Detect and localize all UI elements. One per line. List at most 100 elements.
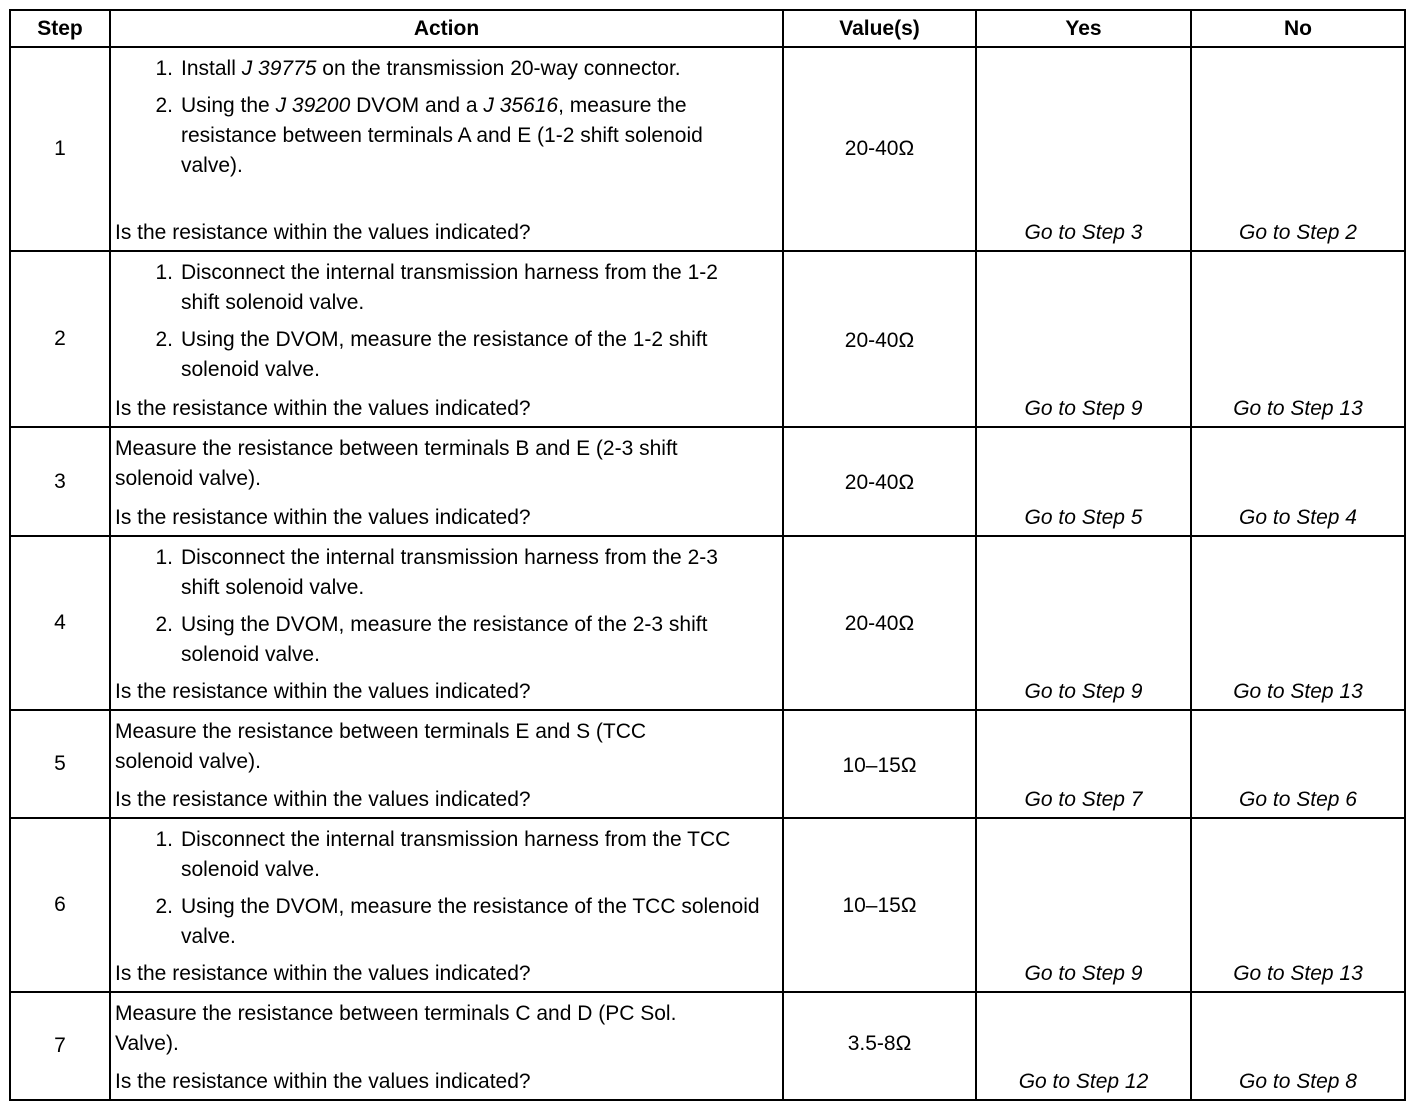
instruction: Measure the resistance between terminals… [115,434,782,494]
header-row: Step Action Value(s) Yes No [9,9,1406,48]
instruction-number: 1. [155,57,173,80]
yes-action: Go to Step 12 [975,991,1192,1101]
table-row: 7 Measure the resistance between terminal… [9,991,1406,1101]
table-row: 1 1. Install J 39775 on the transmission 2… [9,46,1406,252]
value-cell: 10–15Ω [782,709,977,819]
action-steps: Measure the resistance between terminals… [115,717,782,777]
question: Is the resistance within the values indi… [115,680,531,703]
action-steps: 1. Disconnect the internal transmission h… [115,258,782,392]
no-action: Go to Step 6 [1190,709,1406,819]
text-segment: Using the DVOM, measure the resistance o… [181,613,708,666]
step-number: 4 [9,535,111,711]
no-action: Go to Step 2 [1190,46,1406,252]
numbered-instruction: 1. Disconnect the internal transmission h… [115,825,782,885]
instruction-text: Using the DVOM, measure the resistance o… [181,610,761,670]
instruction-number: 2. [155,895,173,918]
action-steps: 1. Disconnect the internal transmission h… [115,543,782,677]
action-steps: 1. Install J 39775 on the transmission 20… [115,54,782,188]
action-cell: Measure the resistance between terminals… [109,709,784,819]
instruction-text: Disconnect the internal transmission har… [181,825,761,885]
resistance-value: 10–15Ω [842,894,917,917]
text-segment: Measure the resistance between terminals… [115,437,678,490]
instruction-text: Using the DVOM, measure the resistance o… [181,325,761,385]
header-yes: Yes [975,9,1192,48]
instruction: Measure the resistance between terminals… [115,999,782,1059]
resistance-value: 3.5-8Ω [847,1032,912,1055]
instruction-text: Using the J 39200 DVOM and a J 35616, me… [181,91,761,181]
action-content: Measure the resistance between terminals… [111,993,782,1099]
action-content: 1. Install J 39775 on the transmission 20… [111,48,782,250]
value-cell: 3.5-8Ω [782,991,977,1101]
instruction-text: Measure the resistance between terminals… [115,434,705,494]
tool-number: J 35616 [483,94,559,117]
text-segment: Disconnect the internal transmission har… [181,261,718,314]
text-segment: Measure the resistance between terminals… [115,1002,677,1055]
text-segment: Install [181,57,242,80]
tool-number: J 39200 [275,94,351,117]
instruction-number: 2. [155,613,173,636]
action-steps: Measure the resistance between terminals… [115,999,782,1059]
instruction-text: Disconnect the internal transmission har… [181,258,761,318]
action-content: 1. Disconnect the internal transmission h… [111,252,782,426]
question: Is the resistance within the values indi… [115,506,531,529]
value-cell: 20-40Ω [782,535,977,711]
action-steps: 1. Disconnect the internal transmission h… [115,825,782,959]
no-action: Go to Step 13 [1190,250,1406,428]
resistance-value: 20-40Ω [844,329,915,352]
action-cell: 1. Disconnect the internal transmission h… [109,535,784,711]
action-content: Measure the resistance between terminals… [111,711,782,817]
yes-action: Go to Step 3 [975,46,1192,252]
table-row: 3 Measure the resistance between terminal… [9,426,1406,537]
table-row: 4 1. Disconnect the internal transmission … [9,535,1406,711]
step-number: 1 [9,46,111,252]
instruction-number: 2. [155,94,173,117]
header-values: Value(s) [782,9,977,48]
no-action: Go to Step 8 [1190,991,1406,1101]
question: Is the resistance within the values indi… [115,397,531,420]
no-action: Go to Step 13 [1190,817,1406,993]
instruction-number: 2. [155,328,173,351]
yes-action: Go to Step 9 [975,535,1192,711]
header-step: Step [9,9,111,48]
yes-action: Go to Step 9 [975,817,1192,993]
value-cell: 10–15Ω [782,817,977,993]
action-content: 1. Disconnect the internal transmission h… [111,537,782,709]
resistance-value: 20-40Ω [844,137,915,160]
instruction-number: 1. [155,261,173,284]
instruction-text: Install J 39775 on the transmission 20-w… [181,54,761,84]
value-cell: 20-40Ω [782,426,977,537]
question: Is the resistance within the values indi… [115,221,531,244]
text-segment: Disconnect the internal transmission har… [181,546,718,599]
action-cell: Measure the resistance between terminals… [109,426,784,537]
instruction: Measure the resistance between terminals… [115,717,782,777]
numbered-instruction: 2. Using the DVOM, measure the resistance… [115,325,782,385]
table-row: 2 1. Disconnect the internal transmission … [9,250,1406,428]
header-no: No [1190,9,1406,48]
text-segment: Using the [181,94,276,117]
text-segment: DVOM and a [350,94,484,117]
instruction-text: Measure the resistance between terminals… [115,717,705,777]
resistance-value: 10–15Ω [842,754,917,777]
step-number: 2 [9,250,111,428]
question: Is the resistance within the values indi… [115,1070,531,1093]
instruction-text: Disconnect the internal transmission har… [181,543,761,603]
action-content: Measure the resistance between terminals… [111,428,782,535]
yes-action: Go to Step 5 [975,426,1192,537]
text-segment: Measure the resistance between terminals… [115,720,647,773]
value-cell: 20-40Ω [782,46,977,252]
step-number: 7 [9,991,111,1101]
question: Is the resistance within the values indi… [115,788,531,811]
text-segment: , measure the resistance between termina… [181,94,703,177]
action-cell: 1. Disconnect the internal transmission h… [109,250,784,428]
text-segment: Using the DVOM, measure the resistance o… [181,328,708,381]
numbered-instruction: 2. Using the DVOM, measure the resistance… [115,610,782,670]
value-cell: 20-40Ω [782,250,977,428]
yes-action: Go to Step 9 [975,250,1192,428]
header-action: Action [109,9,784,48]
action-cell: 1. Disconnect the internal transmission h… [109,817,784,993]
text-segment: on the transmission 20-way connector. [316,57,681,80]
numbered-instruction: 1. Install J 39775 on the transmission 20… [115,54,782,84]
step-number: 3 [9,426,111,537]
instruction-text: Using the DVOM, measure the resistance o… [181,892,761,952]
numbered-instruction: 2. Using the J 39200 DVOM and a J 35616, … [115,91,782,181]
